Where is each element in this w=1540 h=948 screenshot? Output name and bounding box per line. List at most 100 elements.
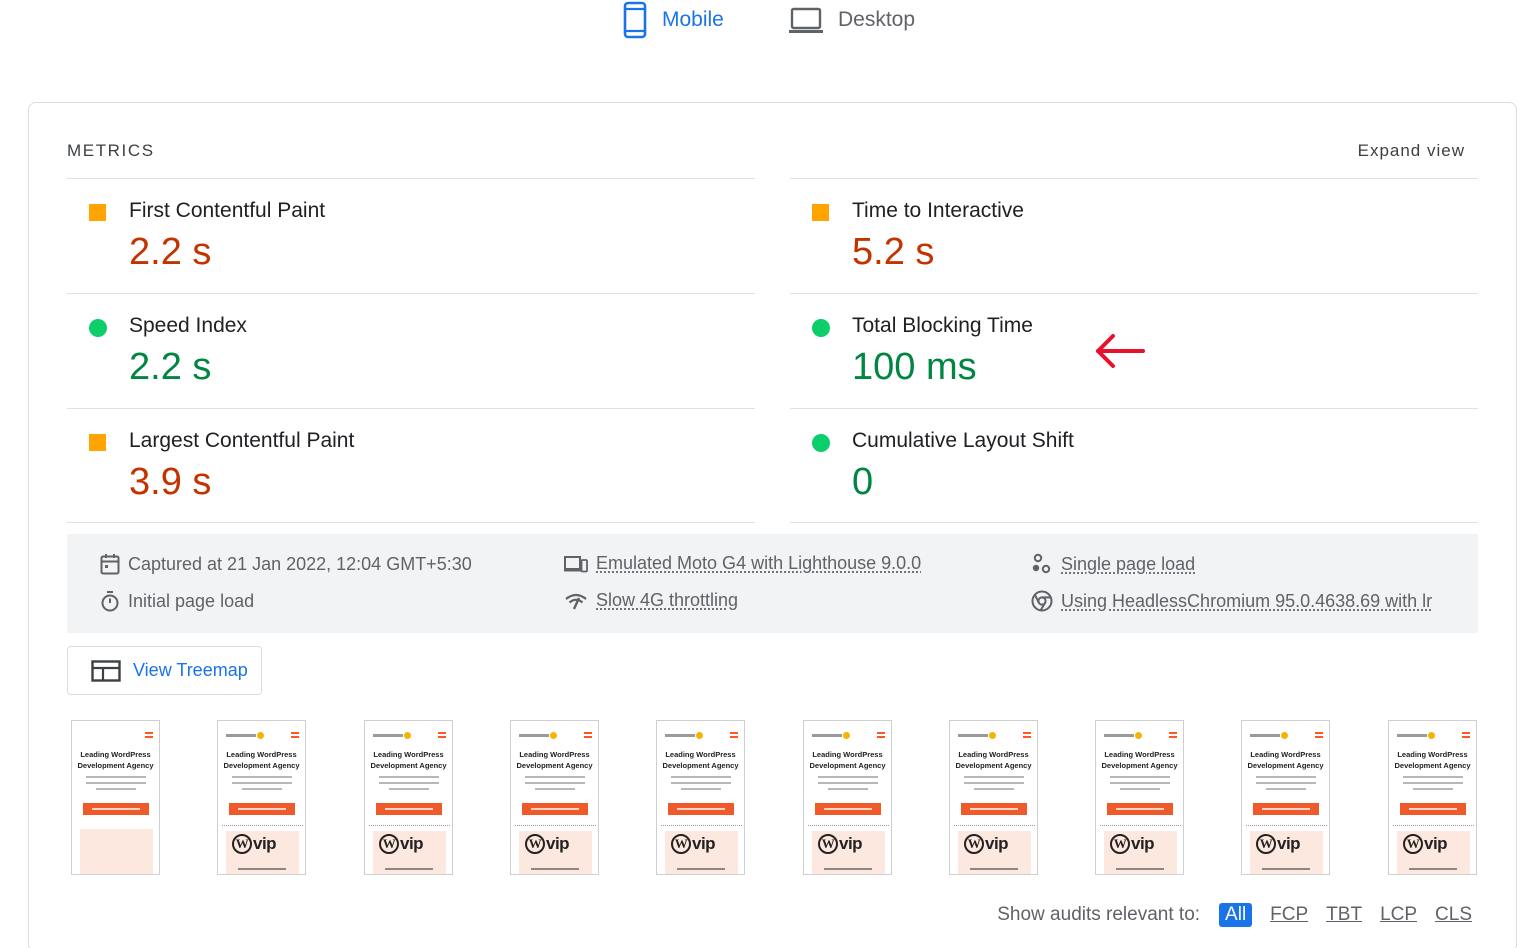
users-icon	[1031, 553, 1053, 575]
hamburger-icon	[1169, 732, 1177, 738]
frame-footer-text	[531, 868, 579, 870]
frame-divider	[369, 825, 450, 826]
metric-value: 100 ms	[852, 346, 977, 389]
metric-cls: Cumulative Layout Shift 0	[790, 408, 1478, 523]
frame-headline: Leading WordPress	[1246, 749, 1325, 760]
device-emulation-link[interactable]: Emulated Moto G4 with Lighthouse 9.0.0	[596, 553, 921, 574]
frame-subtext	[86, 782, 146, 784]
filmstrip-frame: Leading WordPress Development Agency Wvip	[803, 720, 892, 875]
calendar-icon	[100, 553, 120, 575]
frame-headline: Development Agency	[1100, 760, 1179, 771]
frame-logo-mark	[1135, 732, 1142, 739]
frame-logo-mark	[843, 732, 850, 739]
good-indicator-icon	[812, 319, 830, 337]
frame-subtext	[681, 788, 721, 790]
tab-desktop[interactable]: Desktop	[788, 0, 915, 40]
frame-headline: Development Agency	[808, 760, 887, 771]
frame-headline: Development Agency	[515, 760, 594, 771]
vip-text: vip	[1424, 834, 1447, 854]
frame-divider	[515, 825, 596, 826]
wordpress-icon: W	[671, 834, 691, 854]
hamburger-icon	[730, 732, 738, 738]
metric-speed-index: Speed Index 2.2 s	[67, 293, 755, 408]
captured-at: Captured at 21 Jan 2022, 12:04 GMT+5:30	[100, 553, 472, 575]
metric-tti: Time to Interactive 5.2 s	[790, 178, 1478, 293]
device-emulation[interactable]: Emulated Moto G4 with Lighthouse 9.0.0	[564, 553, 921, 574]
wordpress-vip-logo: Wvip	[232, 834, 276, 854]
annotation-arrow-icon	[1095, 331, 1147, 371]
frame-divider	[1100, 825, 1181, 826]
frame-logo	[812, 734, 842, 737]
frame-headline: Development Agency	[661, 760, 740, 771]
frame-subtext	[525, 782, 585, 784]
frame-logo	[226, 734, 256, 737]
wordpress-icon: W	[379, 834, 399, 854]
frame-subtext	[818, 776, 878, 778]
view-treemap-button[interactable]: View Treemap	[67, 646, 262, 695]
filmstrip: Leading WordPress Development Agency Leadi…	[71, 720, 1479, 876]
frame-divider	[1393, 825, 1474, 826]
frame-subtext	[671, 782, 731, 784]
filter-chip-lcp[interactable]: LCP	[1380, 904, 1417, 926]
frame-subtext	[535, 788, 575, 790]
metrics-card: METRICS Expand view First Contentful Pai…	[28, 102, 1517, 948]
frame-logo-mark	[696, 732, 703, 739]
frame-cta-text	[531, 808, 579, 810]
tab-desktop-label: Desktop	[838, 8, 915, 32]
frame-cta-text	[385, 808, 433, 810]
frame-footer-text	[1409, 868, 1457, 870]
metric-fcp: First Contentful Paint 2.2 s	[67, 178, 755, 293]
wordpress-vip-logo: Wvip	[1403, 834, 1447, 854]
captured-at-text: Captured at 21 Jan 2022, 12:04 GMT+5:30	[128, 554, 472, 575]
wordpress-vip-logo: Wvip	[379, 834, 423, 854]
signal-icon	[564, 591, 588, 611]
frame-footer-text	[677, 868, 725, 870]
metrics-heading: METRICS	[67, 141, 155, 161]
throttling-link[interactable]: Slow 4G throttling	[596, 590, 738, 611]
frame-cta-text	[1409, 808, 1457, 810]
frame-divider	[954, 825, 1035, 826]
tab-mobile[interactable]: Mobile	[622, 0, 724, 40]
session-link[interactable]: Single page load	[1061, 554, 1195, 575]
frame-subtext	[232, 776, 292, 778]
hamburger-icon	[1462, 732, 1470, 738]
wordpress-icon: W	[1403, 834, 1423, 854]
wordpress-icon: W	[1256, 834, 1276, 854]
wordpress-icon: W	[525, 834, 545, 854]
frame-headline: Leading WordPress	[661, 749, 740, 760]
frame-subtext	[379, 782, 439, 784]
frame-subtext	[242, 788, 282, 790]
metric-value: 3.9 s	[129, 461, 211, 504]
devices-icon	[564, 554, 588, 574]
session-type[interactable]: Single page load	[1031, 553, 1195, 575]
average-indicator-icon	[89, 204, 106, 221]
filmstrip-frame: Leading WordPress Development Agency Wvip	[1388, 720, 1477, 875]
frame-headline: Development Agency	[1393, 760, 1472, 771]
filmstrip-frame: Leading WordPress Development Agency Wvip	[1241, 720, 1330, 875]
expand-view-button[interactable]: Expand view	[1358, 141, 1465, 161]
browser-version[interactable]: Using HeadlessChromium 95.0.4638.69 with…	[1031, 590, 1432, 612]
frame-subtext	[1120, 788, 1160, 790]
frame-headline: Leading WordPress	[1393, 749, 1472, 760]
filmstrip-frame: Leading WordPress Development Agency Wvip	[510, 720, 599, 875]
browser-link[interactable]: Using HeadlessChromium 95.0.4638.69 with…	[1061, 591, 1432, 612]
runtime-settings: Captured at 21 Jan 2022, 12:04 GMT+5:30 …	[67, 534, 1478, 633]
vip-text: vip	[1277, 834, 1300, 854]
frame-cta-text	[238, 808, 286, 810]
frame-subtext	[1413, 788, 1453, 790]
page-load-text: Initial page load	[128, 591, 254, 612]
frame-headline: Leading WordPress	[954, 749, 1033, 760]
filter-chip-tbt[interactable]: TBT	[1326, 904, 1362, 926]
average-indicator-icon	[89, 434, 106, 451]
filter-chip-fcp[interactable]: FCP	[1270, 904, 1308, 926]
frame-subtext	[1256, 776, 1316, 778]
filter-chip-cls[interactable]: CLS	[1435, 904, 1472, 926]
network-throttling[interactable]: Slow 4G throttling	[564, 590, 738, 611]
frame-logo	[958, 734, 988, 737]
filter-chip-all[interactable]: All	[1219, 903, 1252, 927]
frame-footer-text	[238, 868, 286, 870]
filmstrip-frame: Leading WordPress Development Agency	[71, 720, 160, 875]
filmstrip-frame: Leading WordPress Development Agency Wvip	[949, 720, 1038, 875]
frame-cta-text	[1116, 808, 1164, 810]
metric-value: 5.2 s	[852, 231, 934, 274]
